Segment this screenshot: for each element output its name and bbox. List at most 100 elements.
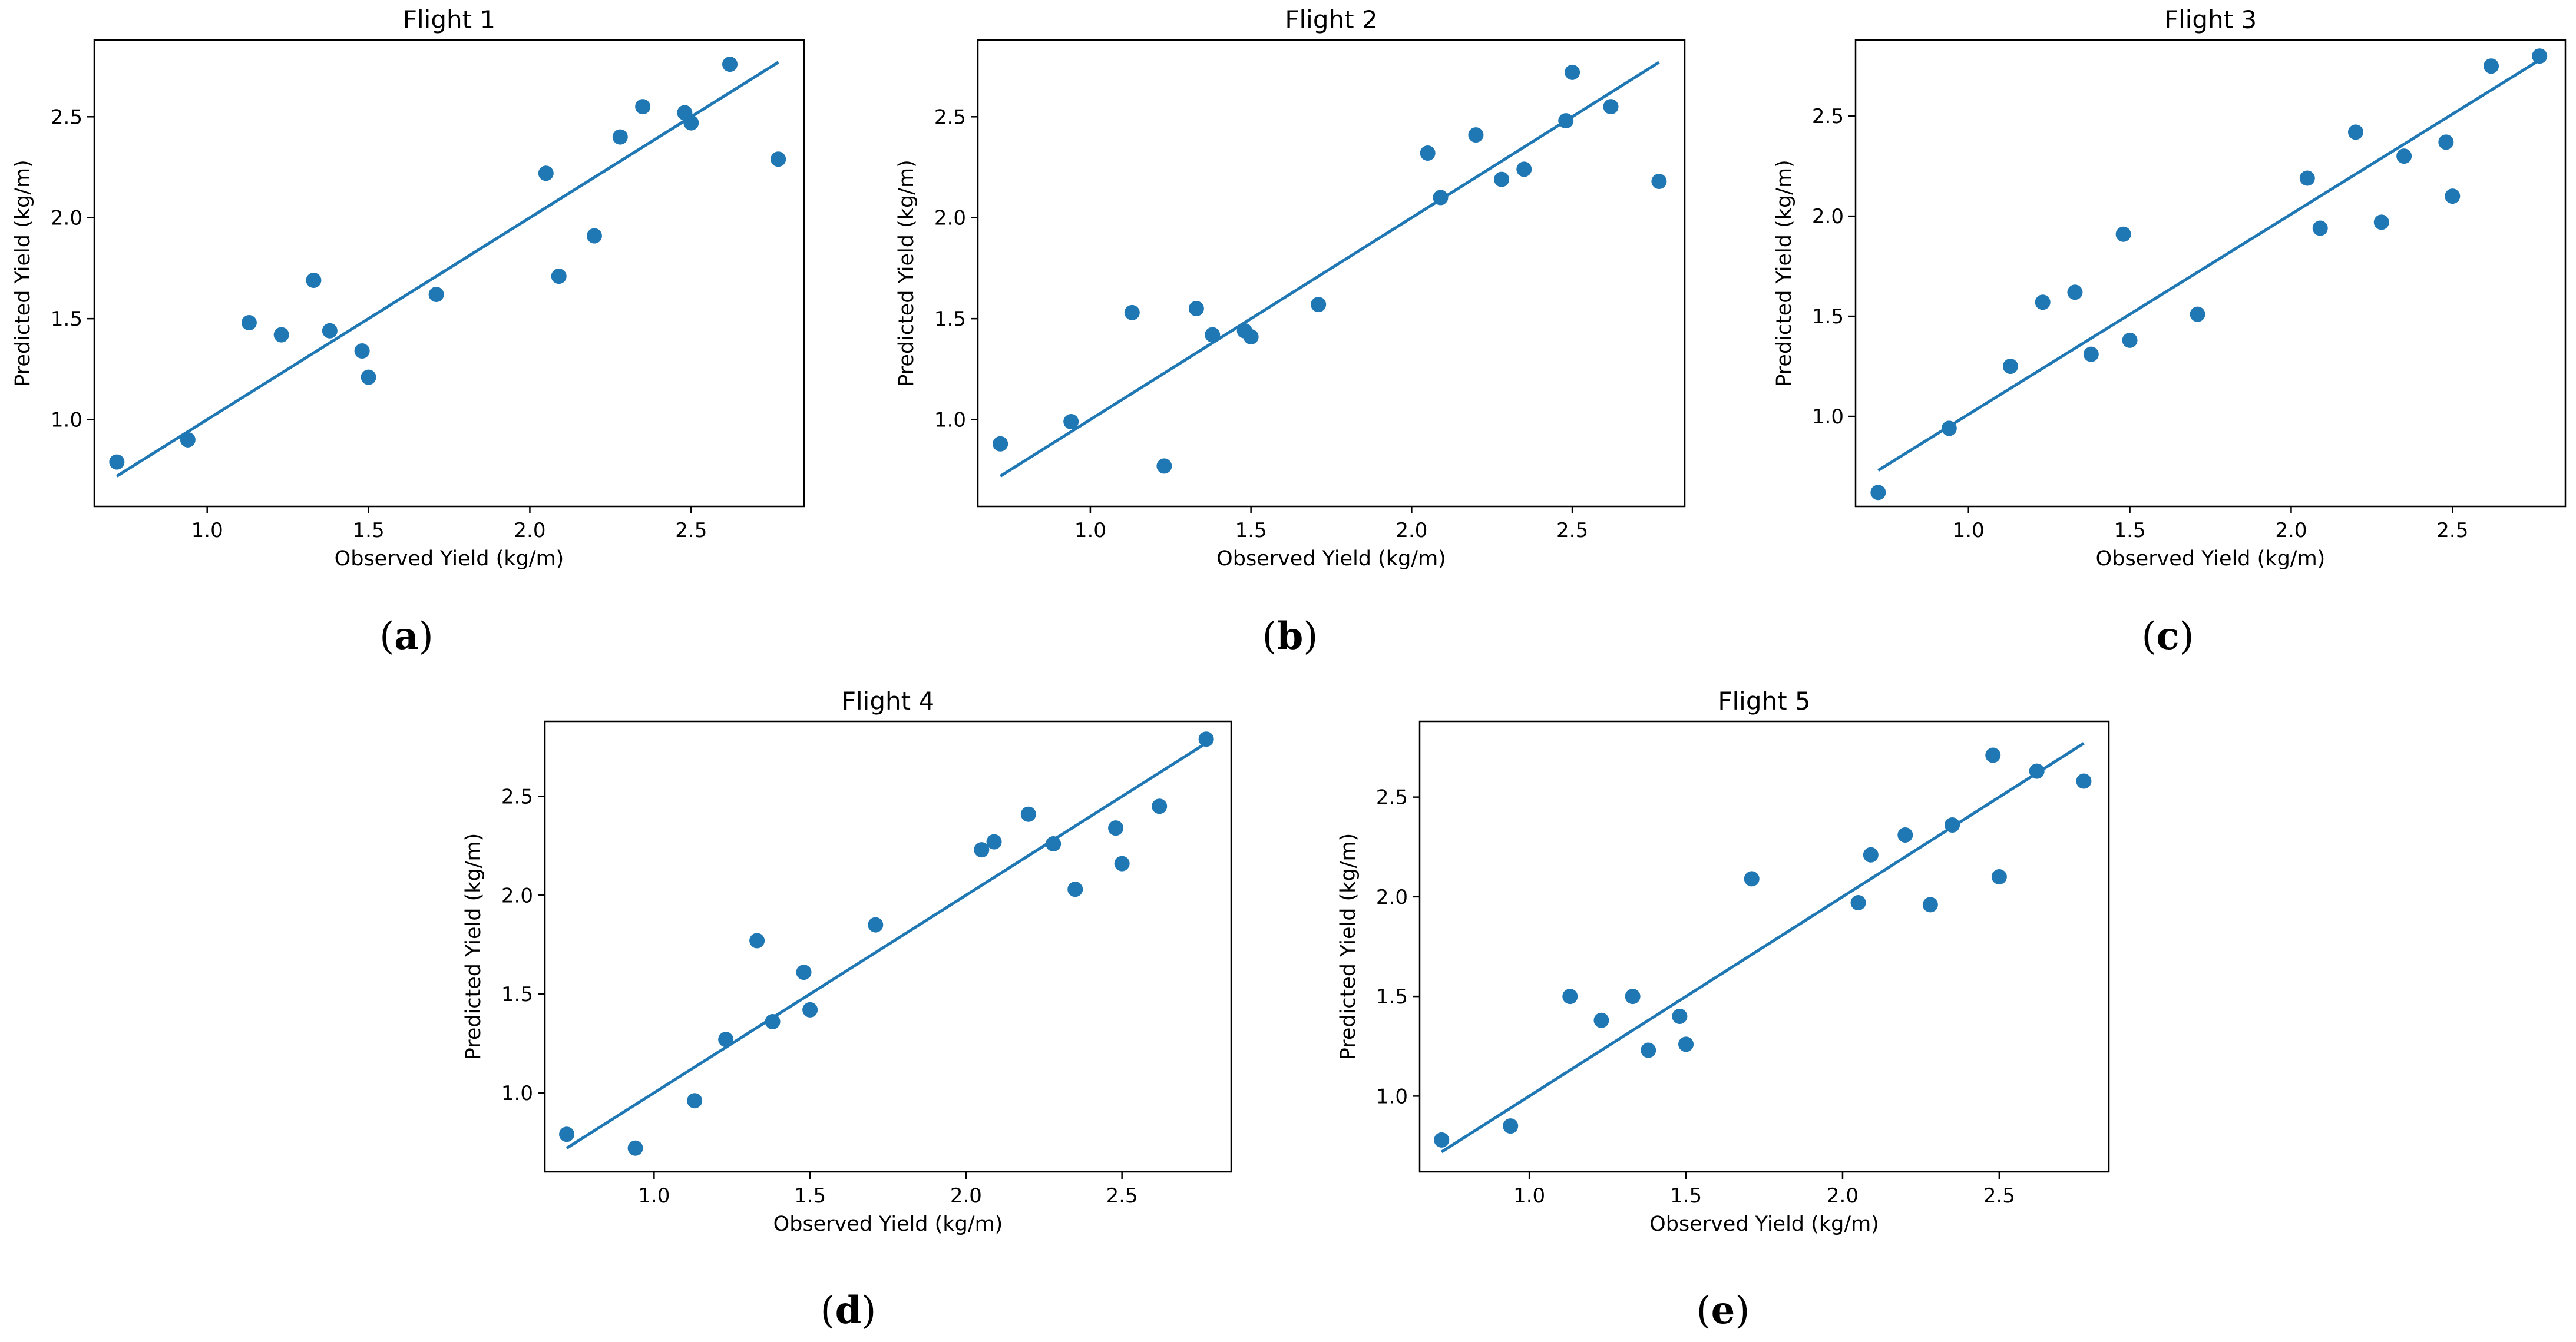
y-tick-label: 2.5 [934, 105, 966, 129]
data-point [1114, 856, 1130, 872]
data-point [2445, 188, 2461, 204]
regression-line [116, 61, 779, 478]
y-tick-label: 2.5 [501, 786, 533, 809]
x-axis-label: Observed Yield (kg/m) [2096, 547, 2326, 571]
chart-panel-1: Flight 1 1.0 1.5 2.0 2.5 1.0 1.5 2.0 2.5 Observed… [11, 5, 805, 658]
data-point [612, 129, 628, 145]
data-point [2035, 294, 2051, 310]
x-axis-label: Observed Yield (kg/m) [773, 1212, 1003, 1236]
data-point [322, 323, 338, 339]
data-point [1558, 113, 1574, 129]
x-tick-label: 2.5 [1106, 1184, 1138, 1208]
x-tick-label: 1.5 [1235, 519, 1267, 542]
data-point [2396, 148, 2412, 164]
data-point [551, 269, 567, 284]
data-point [1516, 161, 1532, 177]
data-point [1672, 1008, 1688, 1024]
regression-line [1440, 742, 2085, 1154]
data-point [974, 842, 990, 858]
y-axis-label: Predicted Yield (kg/m) [11, 160, 35, 387]
x-tick-label: 1.5 [2114, 519, 2146, 542]
x-tick-label: 1.0 [1074, 519, 1106, 542]
data-point [1941, 420, 1957, 436]
data-point [1067, 882, 1083, 897]
y-axis-label: Predicted Yield (kg/m) [462, 833, 485, 1061]
y-tick-label: 1.5 [501, 983, 533, 1006]
panel-caption-letter: a [394, 614, 418, 658]
data-point [2029, 763, 2045, 779]
data-point [1850, 895, 1866, 911]
data-point [1063, 414, 1079, 429]
x-tick-label: 2.5 [1983, 1184, 2015, 1208]
y-tick-label: 2.0 [51, 207, 82, 230]
data-point [1156, 458, 1172, 474]
data-point [1991, 869, 2007, 885]
y-tick-label: 1.5 [51, 307, 82, 331]
chart-panel-3: Flight 3 1.0 1.5 2.0 2.5 1.0 1.5 2.0 2.5 Observed… [1773, 5, 2567, 658]
data-point [687, 1093, 703, 1109]
panel-caption: (e) [1697, 1288, 1750, 1333]
x-tick-label: 1.0 [191, 519, 223, 542]
data-point [627, 1140, 643, 1156]
data-point [765, 1014, 781, 1029]
chart-panel-5: Flight 5 1.0 1.5 2.0 2.5 1.0 1.5 2.0 2.5 Observed… [1337, 687, 2110, 1333]
panel-caption-letter: c [2157, 614, 2180, 658]
data-point [993, 436, 1008, 452]
data-point [1985, 747, 2001, 763]
x-tick-label: 2.0 [1827, 1184, 1859, 1208]
x-axis-label: Observed Yield (kg/m) [335, 547, 564, 571]
data-point [361, 369, 376, 385]
data-point [1420, 145, 1436, 161]
data-point [306, 273, 322, 288]
y-tick-label: 1.0 [501, 1082, 533, 1105]
x-tick-label: 1.5 [1670, 1184, 1702, 1208]
data-point [1020, 806, 1036, 822]
x-tick-label: 2.0 [1396, 519, 1427, 542]
data-point [1152, 798, 1168, 814]
x-tick-label: 2.0 [2275, 519, 2307, 542]
data-point [722, 57, 738, 72]
data-point [273, 327, 289, 343]
data-point [1678, 1036, 1694, 1052]
data-point [1108, 820, 1124, 836]
panel-caption-letter: b [1277, 614, 1304, 658]
y-tick-label: 1.5 [934, 307, 966, 331]
x-tick-label: 2.0 [950, 1184, 982, 1208]
data-point [538, 165, 554, 181]
x-tick-label: 2.5 [1556, 519, 1588, 542]
y-tick-label: 2.0 [934, 207, 966, 230]
plot-frame [1854, 39, 2567, 508]
chart-title: Flight 4 [842, 687, 934, 715]
data-point [2347, 124, 2363, 140]
y-tick-label: 2.0 [1812, 205, 1844, 228]
chart-title: Flight 1 [403, 5, 495, 34]
data-point [109, 454, 125, 470]
y-tick-label: 2.5 [1812, 105, 1844, 128]
data-point [1593, 1012, 1609, 1028]
data-point [1565, 64, 1580, 80]
panel-caption-letter: e [1711, 1288, 1735, 1333]
data-point [1651, 174, 1667, 189]
x-tick-label: 2.5 [2436, 519, 2468, 542]
y-axis-label: Predicted Yield (kg/m) [1337, 833, 1360, 1061]
panel-caption: (a) [379, 614, 433, 658]
data-point [1625, 989, 1641, 1005]
data-point [1046, 836, 1062, 852]
data-point [635, 99, 651, 115]
data-point [771, 151, 786, 167]
regression-line [566, 741, 1207, 1149]
chart-title: Flight 5 [1718, 687, 1810, 715]
data-point [1744, 871, 1760, 887]
data-point [586, 228, 602, 244]
plot-frame [93, 39, 805, 508]
panel-caption: (d) [821, 1288, 877, 1333]
data-point [2115, 226, 2131, 242]
y-tick-label: 1.0 [1376, 1085, 1408, 1108]
regression-line [1877, 58, 2541, 472]
data-point [1205, 327, 1221, 343]
panel-caption-letter: d [835, 1288, 862, 1333]
data-point [2312, 220, 2328, 236]
data-point [1124, 304, 1140, 320]
y-tick-label: 2.0 [501, 884, 533, 907]
x-axis-label: Observed Yield (kg/m) [1216, 547, 1446, 571]
